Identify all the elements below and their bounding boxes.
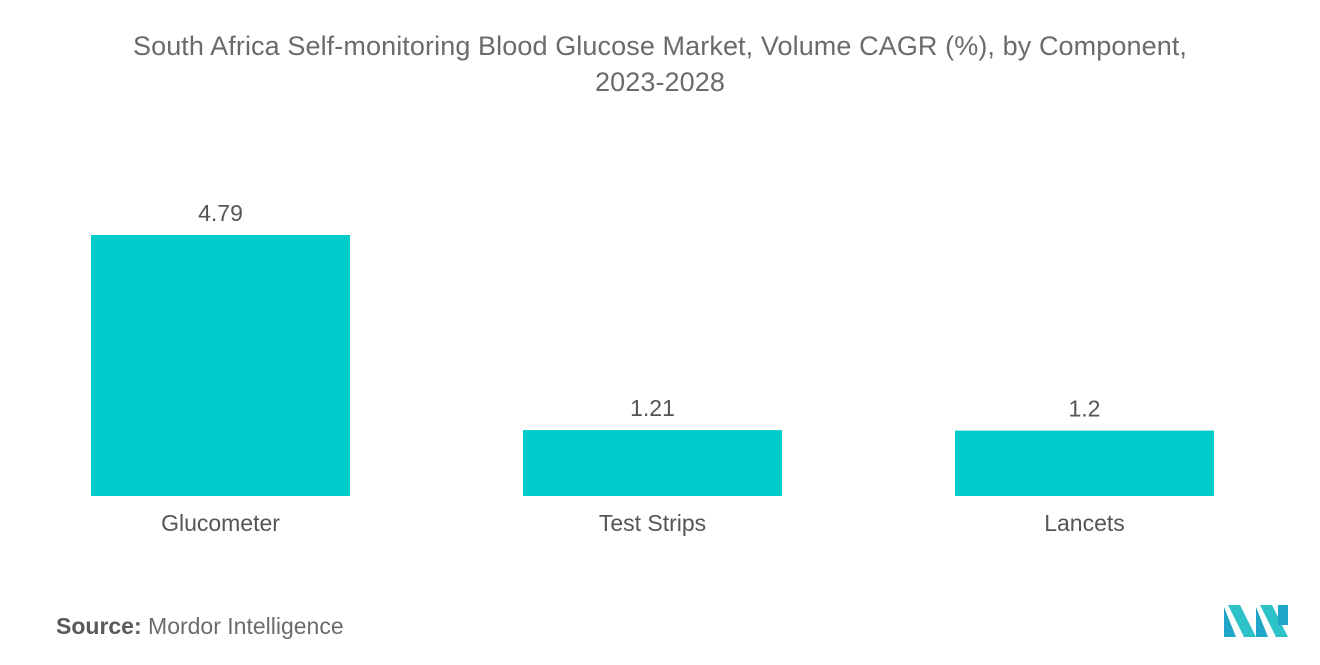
chart-title-line-2: 2023-2028 [594,67,726,97]
chart-title-line-1: South Africa Self-monitoring Blood Gluco… [132,31,1188,61]
source-footer: Source: Mordor Intelligence [56,613,344,640]
source-label: Source: [56,613,142,639]
bar-test-strips [523,430,782,496]
bar-glucometer [91,235,350,496]
bar-lancets [955,430,1214,496]
category-label: Test Strips [599,510,706,536]
value-label: 1.21 [630,395,675,421]
category-label: Glucometer [161,510,280,536]
source-value: Mordor Intelligence [148,613,344,639]
mordor-intelligence-logo-icon [1224,605,1288,637]
category-label: Lancets [1044,510,1125,536]
value-label: 4.79 [198,200,243,226]
value-label: 1.2 [1069,396,1101,422]
